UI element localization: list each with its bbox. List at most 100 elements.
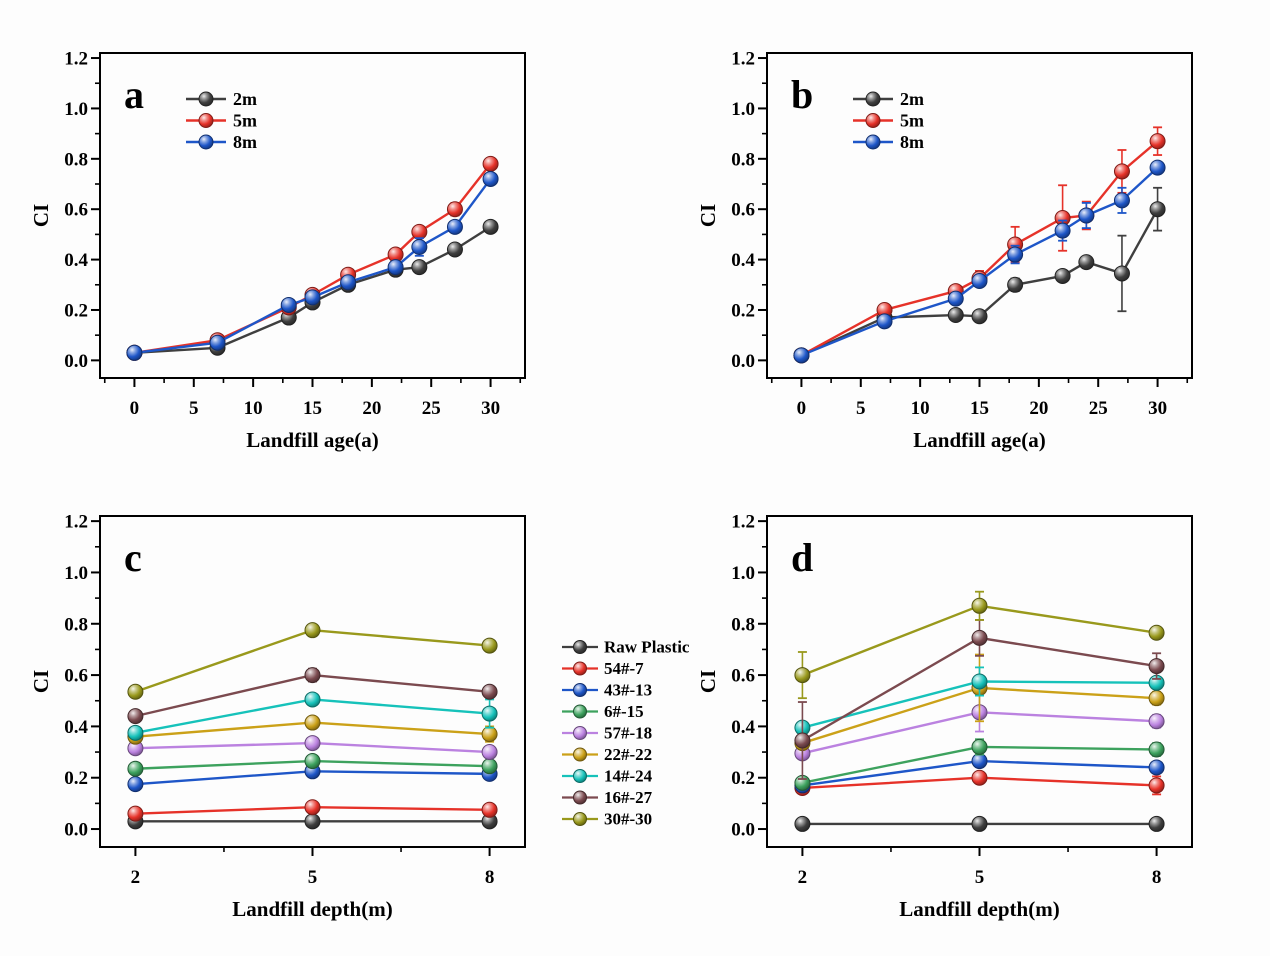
panel-letter-c: c: [124, 535, 142, 580]
x-tick-label: 8: [1152, 867, 1162, 888]
y-tick-label: 0.2: [64, 300, 88, 321]
series-30-30: [127, 622, 498, 700]
y-tick-label: 0.4: [64, 717, 88, 738]
data-point: [127, 776, 144, 793]
legend-marker: [865, 113, 881, 128]
legend-item-raw-plastic: Raw Plastic: [562, 638, 690, 657]
data-point: [1148, 658, 1165, 675]
data-point: [1113, 192, 1130, 209]
shared-legend: Raw Plastic 54#-7 43#-13 6#-15 57#-18 22#-22 1…: [562, 638, 690, 829]
data-point: [482, 170, 499, 187]
data-point: [411, 223, 428, 240]
data-point: [209, 334, 226, 351]
y-axis-title: CI: [696, 204, 720, 227]
x-tick-label: 30: [481, 398, 500, 419]
data-point: [971, 629, 988, 646]
data-point: [971, 273, 988, 290]
panel-letter-d: d: [791, 535, 813, 580]
x-axis-title: Landfill age(a): [913, 428, 1045, 452]
y-tick-label: 0.6: [64, 200, 88, 221]
data-point: [1078, 254, 1095, 271]
series-8m: [126, 170, 499, 361]
legend-label: 30#-30: [604, 810, 652, 829]
panel-c: 2 5 8 0.0 0.2 0.4 0.6 0.8 1.0 1.2 Landfill depth(m…: [29, 512, 526, 921]
data-point: [446, 241, 463, 258]
x-axis-title: Landfill age(a): [246, 428, 378, 452]
data-point: [971, 753, 988, 770]
y-tick-label: 0.0: [731, 351, 755, 372]
legend-label: 16#-27: [604, 788, 653, 807]
legend-item-8m: 8m: [186, 132, 257, 152]
data-point: [304, 735, 321, 752]
y-tick-label: 1.0: [731, 99, 755, 120]
data-point: [481, 758, 498, 775]
data-point: [481, 637, 498, 654]
y-tick-label: 1.0: [64, 563, 88, 584]
legend-marker: [573, 790, 587, 805]
x-tick-label: 0: [130, 398, 140, 419]
y-axis-title: CI: [29, 670, 53, 693]
data-point: [127, 805, 144, 822]
data-point: [1148, 759, 1165, 776]
x-tick-label: 10: [244, 398, 263, 419]
data-point: [1078, 207, 1095, 224]
data-point: [304, 667, 321, 684]
legend-item-30-30: 30#-30: [562, 810, 652, 829]
legend-item-5m: 5m: [186, 111, 257, 131]
data-point: [794, 667, 811, 684]
data-point: [340, 274, 357, 291]
legend-marker: [865, 91, 881, 107]
y-tick-label: 1.2: [731, 49, 755, 70]
panel-b: 0 5 10 15 20 25 30 0.0 0.2 0.4 0.6 0.8 1.0 1.2 Landfil…: [696, 49, 1193, 452]
data-point: [446, 218, 463, 235]
legend-item-2m: 2m: [853, 89, 924, 109]
x-tick-label: 15: [303, 398, 322, 419]
data-point: [481, 683, 498, 700]
x-tick-label: 2: [798, 867, 808, 888]
data-point: [793, 347, 810, 364]
legend-label: 43#-13: [604, 681, 652, 700]
legend-marker: [573, 812, 587, 826]
data-point: [304, 622, 321, 639]
data-point: [1148, 777, 1165, 794]
y-tick-label: 0.0: [64, 351, 88, 372]
data-point: [971, 673, 988, 690]
x-tick-label: 25: [422, 398, 441, 419]
x-tick-label: 30: [1148, 398, 1167, 419]
legend-label: 2m: [900, 89, 924, 109]
y-tick-label: 1.2: [64, 49, 88, 70]
data-point: [876, 313, 893, 330]
legend-item-6-15: 6#-15: [562, 702, 644, 721]
data-point: [280, 296, 297, 313]
data-point: [127, 708, 144, 725]
data-point: [304, 691, 321, 708]
x-tick-label: 20: [1029, 398, 1048, 419]
data-point: [1054, 222, 1071, 239]
legend-marker: [573, 769, 587, 783]
data-point: [482, 155, 499, 172]
data-point: [387, 259, 404, 276]
data-point: [794, 732, 811, 749]
data-point: [1149, 133, 1166, 150]
data-point: [482, 218, 499, 235]
legend-label: 5m: [233, 111, 257, 131]
y-tick-label: 0.8: [64, 149, 88, 170]
data-point: [446, 201, 463, 218]
data-point: [1113, 265, 1130, 282]
data-point: [1148, 741, 1165, 758]
data-point: [1149, 159, 1166, 176]
series-8m: [793, 159, 1166, 364]
legend-item-14-24: 14#-24: [562, 767, 653, 786]
x-tick-label: 10: [911, 398, 930, 419]
series-raw-plastic: [794, 815, 1165, 832]
data-point: [481, 705, 498, 722]
legend-marker: [573, 704, 587, 719]
y-tick-label: 0.6: [64, 666, 88, 687]
y-tick-label: 0.0: [731, 820, 755, 841]
data-point: [971, 738, 988, 755]
data-point: [304, 714, 321, 731]
y-tick-label: 0.4: [731, 250, 755, 271]
